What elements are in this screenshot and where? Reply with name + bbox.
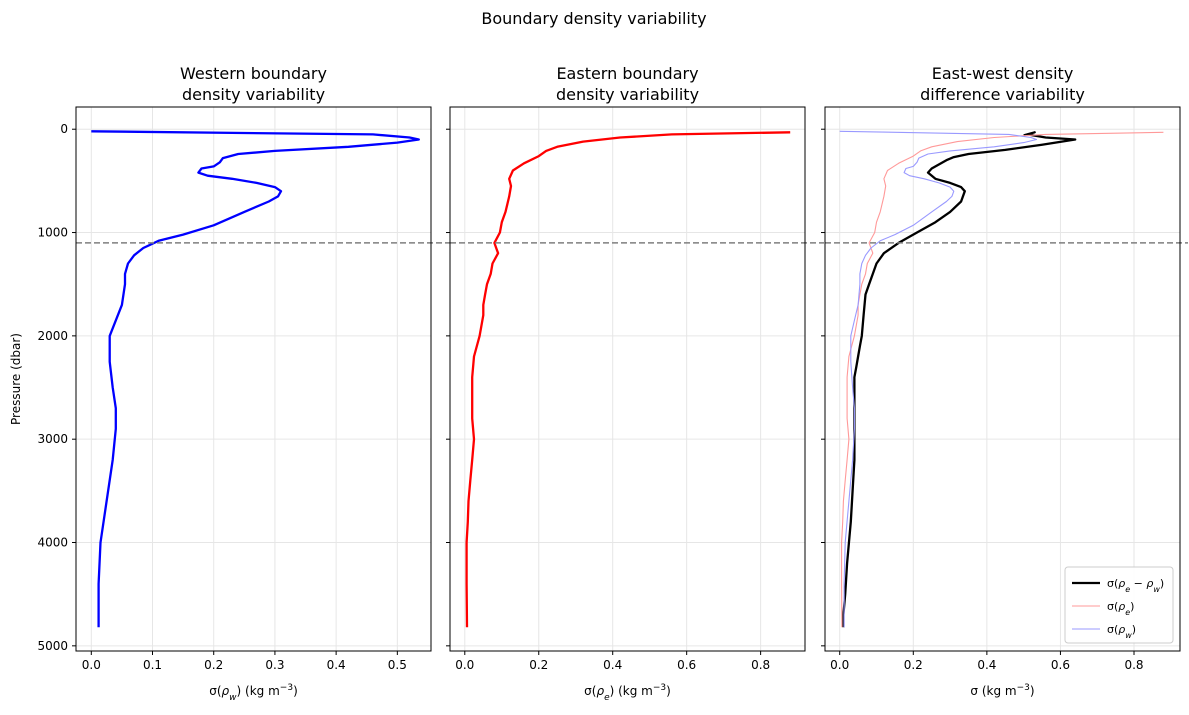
x-tick-label: 0.2 (904, 658, 923, 672)
y-tick-label: 5000 (37, 639, 68, 653)
x-tick-label: 0.0 (830, 658, 849, 672)
axes-frame (824, 106, 1181, 652)
series-line-legend-2 (839, 130, 1038, 628)
panel-title-line: East-west density (932, 64, 1074, 83)
panel-3: 0.0 0.2 0.4 0.6 0.8 East-west density differen… (821, 64, 1188, 698)
series-line-legend-1 (841, 131, 1164, 628)
x-tick-label: 0.5 (388, 658, 407, 672)
panel-title-line: difference variability (920, 85, 1085, 104)
x-axis-label: σ(ρw) (kg m−3) (209, 683, 298, 703)
x-tick-label: 0.1 (143, 658, 162, 672)
figure-suptitle: Boundary density variability (481, 9, 706, 28)
x-tick-label: 0.8 (751, 658, 770, 672)
x-axis-label: σ (kg m−3) (970, 683, 1034, 698)
series-line-0 (465, 131, 791, 628)
panels: 0.0 0.1 0.2 0.3 0.4 0.5 0 1000 2000 3000 4000 5000 W… (9, 64, 1188, 703)
y-tick-label: 4000 (37, 536, 68, 550)
panel-1: 0.0 0.1 0.2 0.3 0.4 0.5 0 1000 2000 3000 4000 5000 W… (9, 64, 450, 703)
x-tick-label: 0.2 (529, 658, 548, 672)
panel-title-line: Western boundary (180, 64, 327, 83)
panel-title-line: density variability (182, 85, 325, 104)
x-axis-label: σ(ρe) (kg m−3) (584, 683, 671, 703)
legend: σ(ρe − ρw) σ(ρe) σ(ρw) (1064, 566, 1174, 644)
axes-frame (449, 106, 806, 652)
y-axis-label: Pressure (dbar) (9, 333, 23, 425)
legend-box (1064, 566, 1174, 644)
series-line-legend-0 (842, 131, 1077, 628)
x-tick-label: 0.4 (603, 658, 622, 672)
x-tick-label: 0.6 (1051, 658, 1070, 672)
x-tick-label: 0.3 (265, 658, 284, 672)
x-tick-label: 0.0 (455, 658, 474, 672)
y-tick-label: 3000 (37, 432, 68, 446)
y-tick-label: 0 (60, 122, 68, 136)
x-tick-label: 0.4 (977, 658, 996, 672)
series-line-0 (91, 130, 420, 628)
axes-frame (75, 106, 432, 652)
legend-label: σ(ρe − ρw) (1107, 577, 1164, 594)
legend-label: σ(ρw) (1107, 623, 1136, 640)
legend-label: σ(ρe) (1107, 600, 1134, 617)
panel-title-line: density variability (556, 85, 699, 104)
x-tick-label: 0.0 (82, 658, 101, 672)
y-tick-label: 1000 (37, 226, 68, 240)
x-tick-label: 0.6 (677, 658, 696, 672)
x-tick-label: 0.8 (1124, 658, 1143, 672)
panel-2: 0.0 0.2 0.4 0.6 0.8 Eastern boundary density v… (446, 64, 824, 703)
panel-title-line: Eastern boundary (556, 64, 698, 83)
x-tick-label: 0.2 (204, 658, 223, 672)
y-tick-label: 2000 (37, 329, 68, 343)
x-tick-label: 0.4 (327, 658, 346, 672)
